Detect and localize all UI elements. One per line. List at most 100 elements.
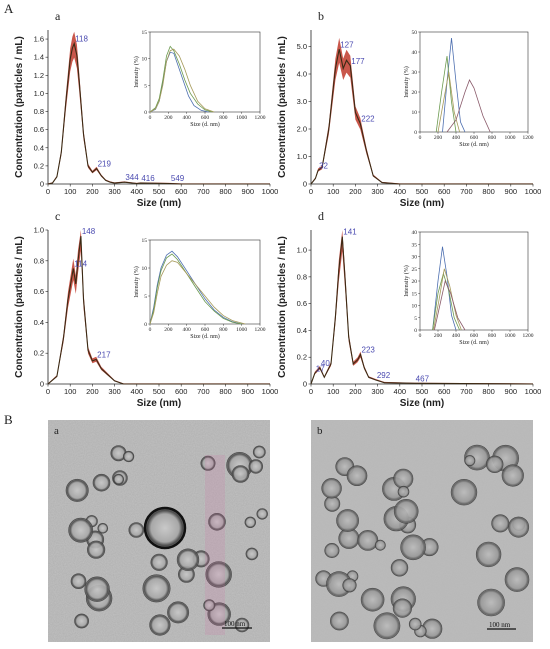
vesicle xyxy=(475,541,502,568)
vesicle xyxy=(342,578,357,593)
section-label-b: B xyxy=(4,412,13,427)
vesicle xyxy=(357,530,379,551)
peak-label: 127 xyxy=(340,40,354,49)
inset-y-tick-label: 0 xyxy=(144,322,147,328)
peak-label: 114 xyxy=(74,260,87,269)
x-tick-label: 100 xyxy=(327,387,340,396)
vesicle xyxy=(450,479,478,506)
inset-x-tick-label: 1000 xyxy=(236,115,247,121)
vesicle xyxy=(392,598,413,618)
x-tick-label: 300 xyxy=(371,387,384,396)
vesicle xyxy=(142,574,171,603)
x-tick-label: 0 xyxy=(46,187,50,196)
inset-frame xyxy=(419,31,529,133)
inset-series-line xyxy=(149,45,213,113)
inset-frame xyxy=(149,239,261,325)
mean-curve xyxy=(310,49,533,185)
peak-label: 344 xyxy=(125,173,139,182)
vesicle xyxy=(150,553,168,571)
inset-series-line xyxy=(435,55,457,133)
x-tick-label: 200 xyxy=(349,387,362,396)
x-tick-label: 600 xyxy=(438,387,451,396)
x-tick-label: 700 xyxy=(460,387,473,396)
vesicle xyxy=(244,516,257,528)
vesicle xyxy=(149,614,171,636)
y-tick-label: 4.0 xyxy=(297,70,307,79)
inset-x-tick-label: 200 xyxy=(164,327,173,333)
inset-x-tick-label: 1200 xyxy=(255,327,266,333)
x-axis-title: Size (nm) xyxy=(400,398,444,409)
inset-y-tick-label: 10 xyxy=(142,57,148,63)
x-tick-label: 800 xyxy=(219,187,232,196)
y-tick-label: 1.2 xyxy=(34,71,44,80)
inset-x-tick-label: 1000 xyxy=(505,135,516,141)
y-tick-label: 5.0 xyxy=(297,42,307,51)
vesicle xyxy=(400,534,426,561)
inset-series-line xyxy=(432,246,457,331)
inset-y-tick-label: 20 xyxy=(412,90,418,96)
x-tick-label: 400 xyxy=(394,187,407,196)
vesicle-large xyxy=(143,506,187,550)
vesicle xyxy=(491,514,510,533)
inset-y-tick-label: 15 xyxy=(142,30,148,36)
nta-panel-a: a0 100 200 300 400 500 600 700 800 900 100000.20.4… xyxy=(14,9,278,209)
x-tick-label: 700 xyxy=(197,387,210,396)
peak-label: 17 xyxy=(316,364,325,373)
inset-series-line xyxy=(442,37,466,133)
y-tick-label: 1.0 xyxy=(34,89,44,98)
vesicle xyxy=(113,473,124,485)
inset-series-line xyxy=(434,279,466,331)
y-tick-label: 0.4 xyxy=(34,318,44,327)
inset-chart-c: 0 200 400 600 800 1000 1200 0 5 10 15 Size (d. nm) I… xyxy=(133,238,266,340)
tem-vesicles-a xyxy=(65,445,268,636)
inset-y-tick-label: 25 xyxy=(412,267,418,273)
inset-y-tick-label: 40 xyxy=(412,50,418,56)
inset-x-tick-label: 400 xyxy=(183,115,192,121)
inset-x-tick-label: 400 xyxy=(183,327,192,333)
x-tick-label: 100 xyxy=(64,187,77,196)
panel-letter-d: d xyxy=(318,209,324,223)
y-tick-label: 0 xyxy=(303,380,307,389)
inset-y-tick-label: 0 xyxy=(414,328,417,334)
x-tick-label: 300 xyxy=(108,387,121,396)
vesicle xyxy=(70,573,87,590)
inset-y-tick-label: 30 xyxy=(412,70,418,76)
vesicle xyxy=(256,508,268,520)
x-tick-label: 0 xyxy=(309,187,313,196)
vesicle xyxy=(464,455,476,467)
vesicle xyxy=(252,445,266,459)
y-tick-label: 0.4 xyxy=(34,143,44,152)
inset-y-tick-label: 0 xyxy=(144,110,147,116)
vesicle xyxy=(393,498,419,524)
mean-curve xyxy=(47,41,270,185)
vesicle xyxy=(68,517,94,543)
peak-label: 177 xyxy=(351,57,365,66)
inset-y-tick-label: 10 xyxy=(142,266,148,272)
x-tick-label: 700 xyxy=(197,187,210,196)
vesicle xyxy=(393,468,414,489)
peak-label: 40 xyxy=(321,359,330,368)
inset-x-tick-label: 600 xyxy=(201,327,210,333)
inset-x-tick-label: 400 xyxy=(452,333,461,339)
inset-y-axis-title: Intensity (%) xyxy=(133,266,140,298)
vesicle xyxy=(504,567,530,592)
inset-series-line xyxy=(446,79,491,133)
x-tick-label: 800 xyxy=(219,387,232,396)
peak-label: 141 xyxy=(343,228,357,237)
x-tick-label: 500 xyxy=(153,187,166,196)
inset-x-tick-label: 1200 xyxy=(523,333,534,339)
vesicle xyxy=(245,547,259,561)
inset-x-axis-title: Size (d. nm) xyxy=(459,339,489,346)
x-tick-label: 600 xyxy=(175,187,188,196)
inset-y-tick-label: 5 xyxy=(144,294,147,300)
peak-label: 223 xyxy=(362,346,376,355)
inset-chart-d: 0 200 400 600 800 1000 1200 0 5 10 15 20 25 30 35 40 Siz… xyxy=(403,230,534,346)
inset-series-line xyxy=(149,48,215,113)
vesicle xyxy=(390,559,409,577)
panel-letter-b: b xyxy=(318,9,324,23)
panel-letter-a: a xyxy=(55,9,61,23)
inset-x-tick-label: 0 xyxy=(419,135,422,141)
x-tick-label: 900 xyxy=(242,187,255,196)
nta-panel-c: c0 100 200 300 400 500 600 700 800 900 100000.20.4… xyxy=(14,209,278,409)
inset-y-tick-label: 15 xyxy=(142,238,148,244)
